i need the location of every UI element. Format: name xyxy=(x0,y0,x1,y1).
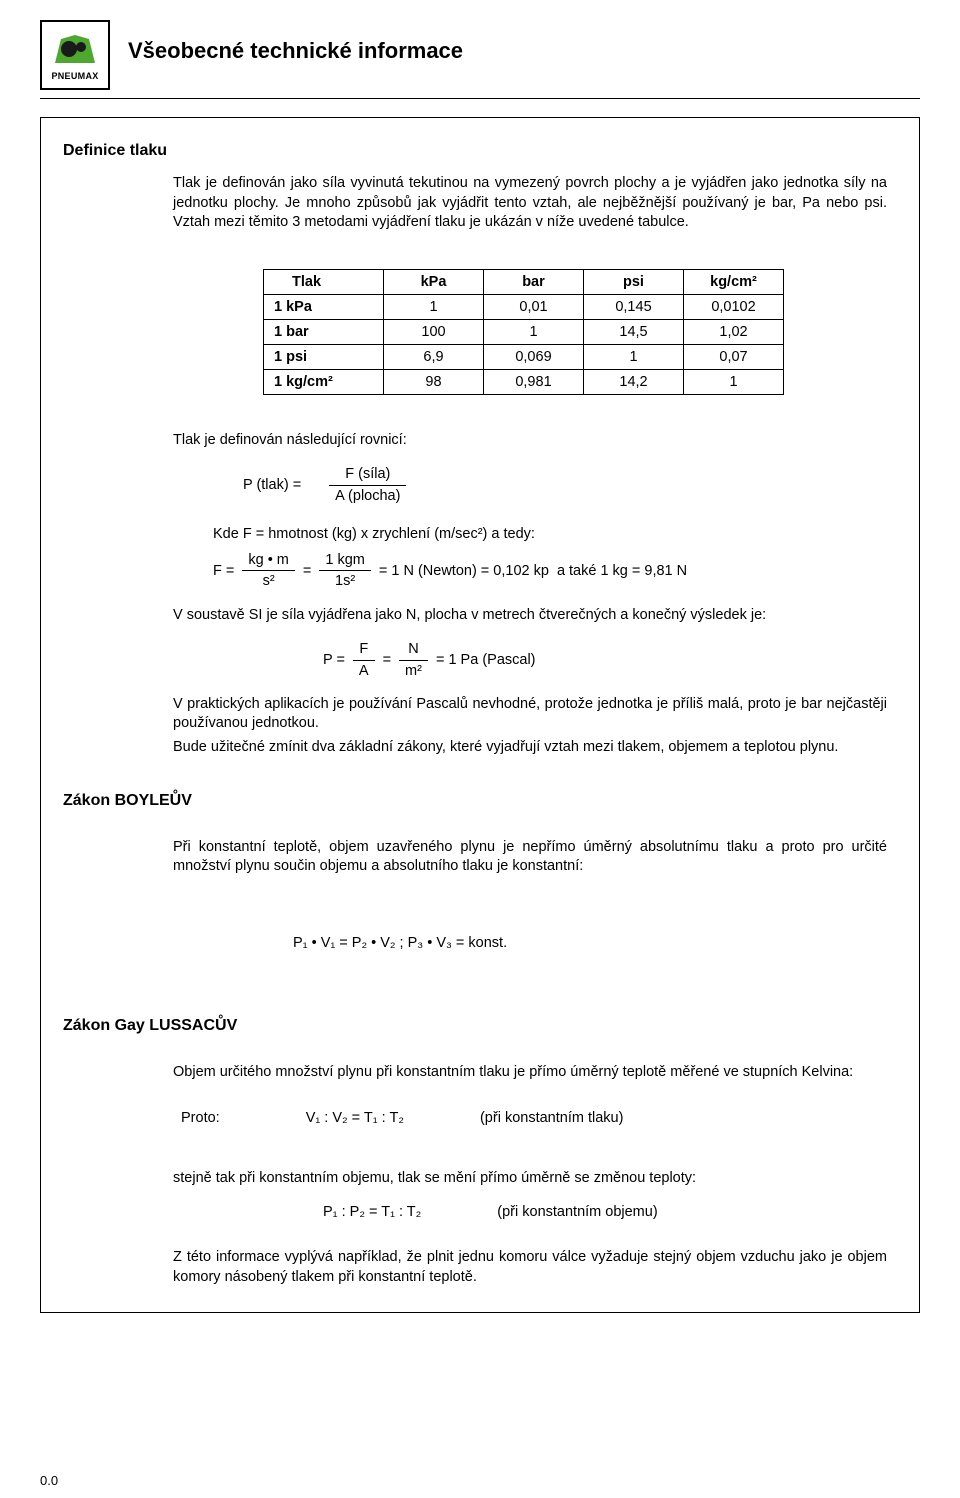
table-cell: 14,2 xyxy=(584,369,684,394)
page-header: PNEUMAX Všeobecné technické informace xyxy=(40,20,920,90)
brand-logo: PNEUMAX xyxy=(40,20,110,90)
table-cell: 0,069 xyxy=(484,344,584,369)
gaylussac-formula1-block: Proto: V₁ : V₂ = T₁ : T₂ (při konstantní… xyxy=(173,1108,897,1128)
pascal-result: = 1 Pa (Pascal) xyxy=(436,650,536,670)
kde-line: Kde F = hmotnost (kg) x zrychlení (m/sec… xyxy=(173,524,897,544)
table-row: 1 kPa10,010,1450,0102 xyxy=(264,294,784,319)
table-cell: 1 xyxy=(684,369,784,394)
gaylussac-paragraph1: Objem určitého množství plynu při konsta… xyxy=(173,1063,887,1083)
table-header: kg/cm² xyxy=(684,269,784,294)
table-row: 1 bar100114,51,02 xyxy=(264,319,784,344)
table-cell: 0,07 xyxy=(684,344,784,369)
fraction-F-A: F A xyxy=(353,639,375,681)
fraction-numerator: F (síla) xyxy=(329,464,406,485)
brand-logo-mark xyxy=(51,29,99,69)
page-title: Všeobecné technické informace xyxy=(128,38,463,64)
conversion-table: TlakkPabarpsikg/cm² 1 kPa10,010,1450,010… xyxy=(263,269,784,395)
bude-paragraph: Bude užitečné zmínit dva základní zákony… xyxy=(173,738,887,758)
practical-paragraph: V praktických aplikacích je používání Pa… xyxy=(173,695,887,734)
table-row: 1 kg/cm²980,98114,21 xyxy=(264,369,784,394)
table-cell: 1 xyxy=(484,319,584,344)
fraction-f-over-a: F (síla) A (plocha) xyxy=(329,464,406,506)
table-cell: 1 xyxy=(384,294,484,319)
force-equation: F = kg • m s² = 1 kgm 1s² = 1 N (Newton)… xyxy=(173,550,897,592)
gaylussac-note2: (při konstantním objemu) xyxy=(497,1202,657,1222)
paragraph-intro: Tlak je definován jako síla vyvinutá tek… xyxy=(173,174,887,233)
section-heading-boyle: Zákon BOYLEŮV xyxy=(63,792,897,810)
fraction-N-m2: N m² xyxy=(399,639,428,681)
section-heading-definice: Definice tlaku xyxy=(63,142,897,160)
pressure-equation: P = F A = N m² = 1 Pa (Pascal) xyxy=(173,639,897,681)
si-line: V soustavě SI je síla vyjádřena jako N, … xyxy=(173,606,887,626)
table-header: Tlak xyxy=(264,269,384,294)
fraction-kgm-s2: kg • m s² xyxy=(242,550,295,592)
table-cell: 1,02 xyxy=(684,319,784,344)
table-cell: 98 xyxy=(384,369,484,394)
brand-logo-label: PNEUMAX xyxy=(51,71,98,81)
page-number: 0.0 xyxy=(40,1473,58,1488)
newton-result: = 1 N (Newton) = 0,102 kp xyxy=(379,561,549,581)
table-cell: 14,5 xyxy=(584,319,684,344)
gaylussac-formula2: P₁ : P₂ = T₁ : T₂ xyxy=(323,1202,421,1222)
table-cell: 0,145 xyxy=(584,294,684,319)
table-header: kPa xyxy=(384,269,484,294)
boyle-paragraph: Při konstantní teplotě, objem uzavřeného… xyxy=(173,838,887,877)
fraction-1kgm-1s2: 1 kgm 1s² xyxy=(319,550,371,592)
table-header: psi xyxy=(584,269,684,294)
header-divider xyxy=(40,98,920,99)
conversion-table-block: TlakkPabarpsikg/cm² 1 kPa10,010,1450,010… xyxy=(263,269,897,395)
fraction-denominator: A (plocha) xyxy=(329,486,406,506)
table-row-label: 1 psi xyxy=(264,344,384,369)
table-cell: 1 xyxy=(584,344,684,369)
boyle-formula: P₁ • V₁ = P₂ • V₂ ; P₃ • V₃ = konst. xyxy=(293,935,897,951)
p-tlak-label: P (tlak) = xyxy=(243,475,301,495)
gaylussac-paragraph2: stejně tak při konstantním objemu, tlak … xyxy=(173,1169,887,1189)
table-cell: 0,01 xyxy=(484,294,584,319)
table-row-label: 1 kg/cm² xyxy=(264,369,384,394)
p-eq-lead: P = xyxy=(323,650,345,670)
table-row-label: 1 bar xyxy=(264,319,384,344)
equation-intro: Tlak je definován následující rovnicí: xyxy=(173,431,887,451)
table-row: 1 psi6,90,06910,07 xyxy=(264,344,784,369)
table-header: bar xyxy=(484,269,584,294)
gaylussac-formula2-block: P₁ : P₂ = T₁ : T₂ (při konstantním objem… xyxy=(173,1202,897,1222)
table-row-label: 1 kPa xyxy=(264,294,384,319)
table-cell: 6,9 xyxy=(384,344,484,369)
proto-label: Proto: xyxy=(181,1108,220,1128)
content-box: Definice tlaku Tlak je definován jako sí… xyxy=(40,117,920,1313)
kg-to-n: a také 1 kg = 9,81 N xyxy=(557,561,687,581)
f-eq-lead: F = xyxy=(213,561,234,581)
section-heading-gaylussac: Zákon Gay LUSSACŮV xyxy=(63,1017,897,1035)
closing-paragraph: Z této informace vyplývá například, že p… xyxy=(173,1248,887,1287)
table-cell: 0,981 xyxy=(484,369,584,394)
gaylussac-note1: (při konstantním tlaku) xyxy=(480,1108,623,1128)
table-cell: 100 xyxy=(384,319,484,344)
gaylussac-formula1: V₁ : V₂ = T₁ : T₂ xyxy=(306,1108,404,1128)
table-cell: 0,0102 xyxy=(684,294,784,319)
pressure-definition-equation: P (tlak) = F (síla) A (plocha) xyxy=(173,464,897,506)
